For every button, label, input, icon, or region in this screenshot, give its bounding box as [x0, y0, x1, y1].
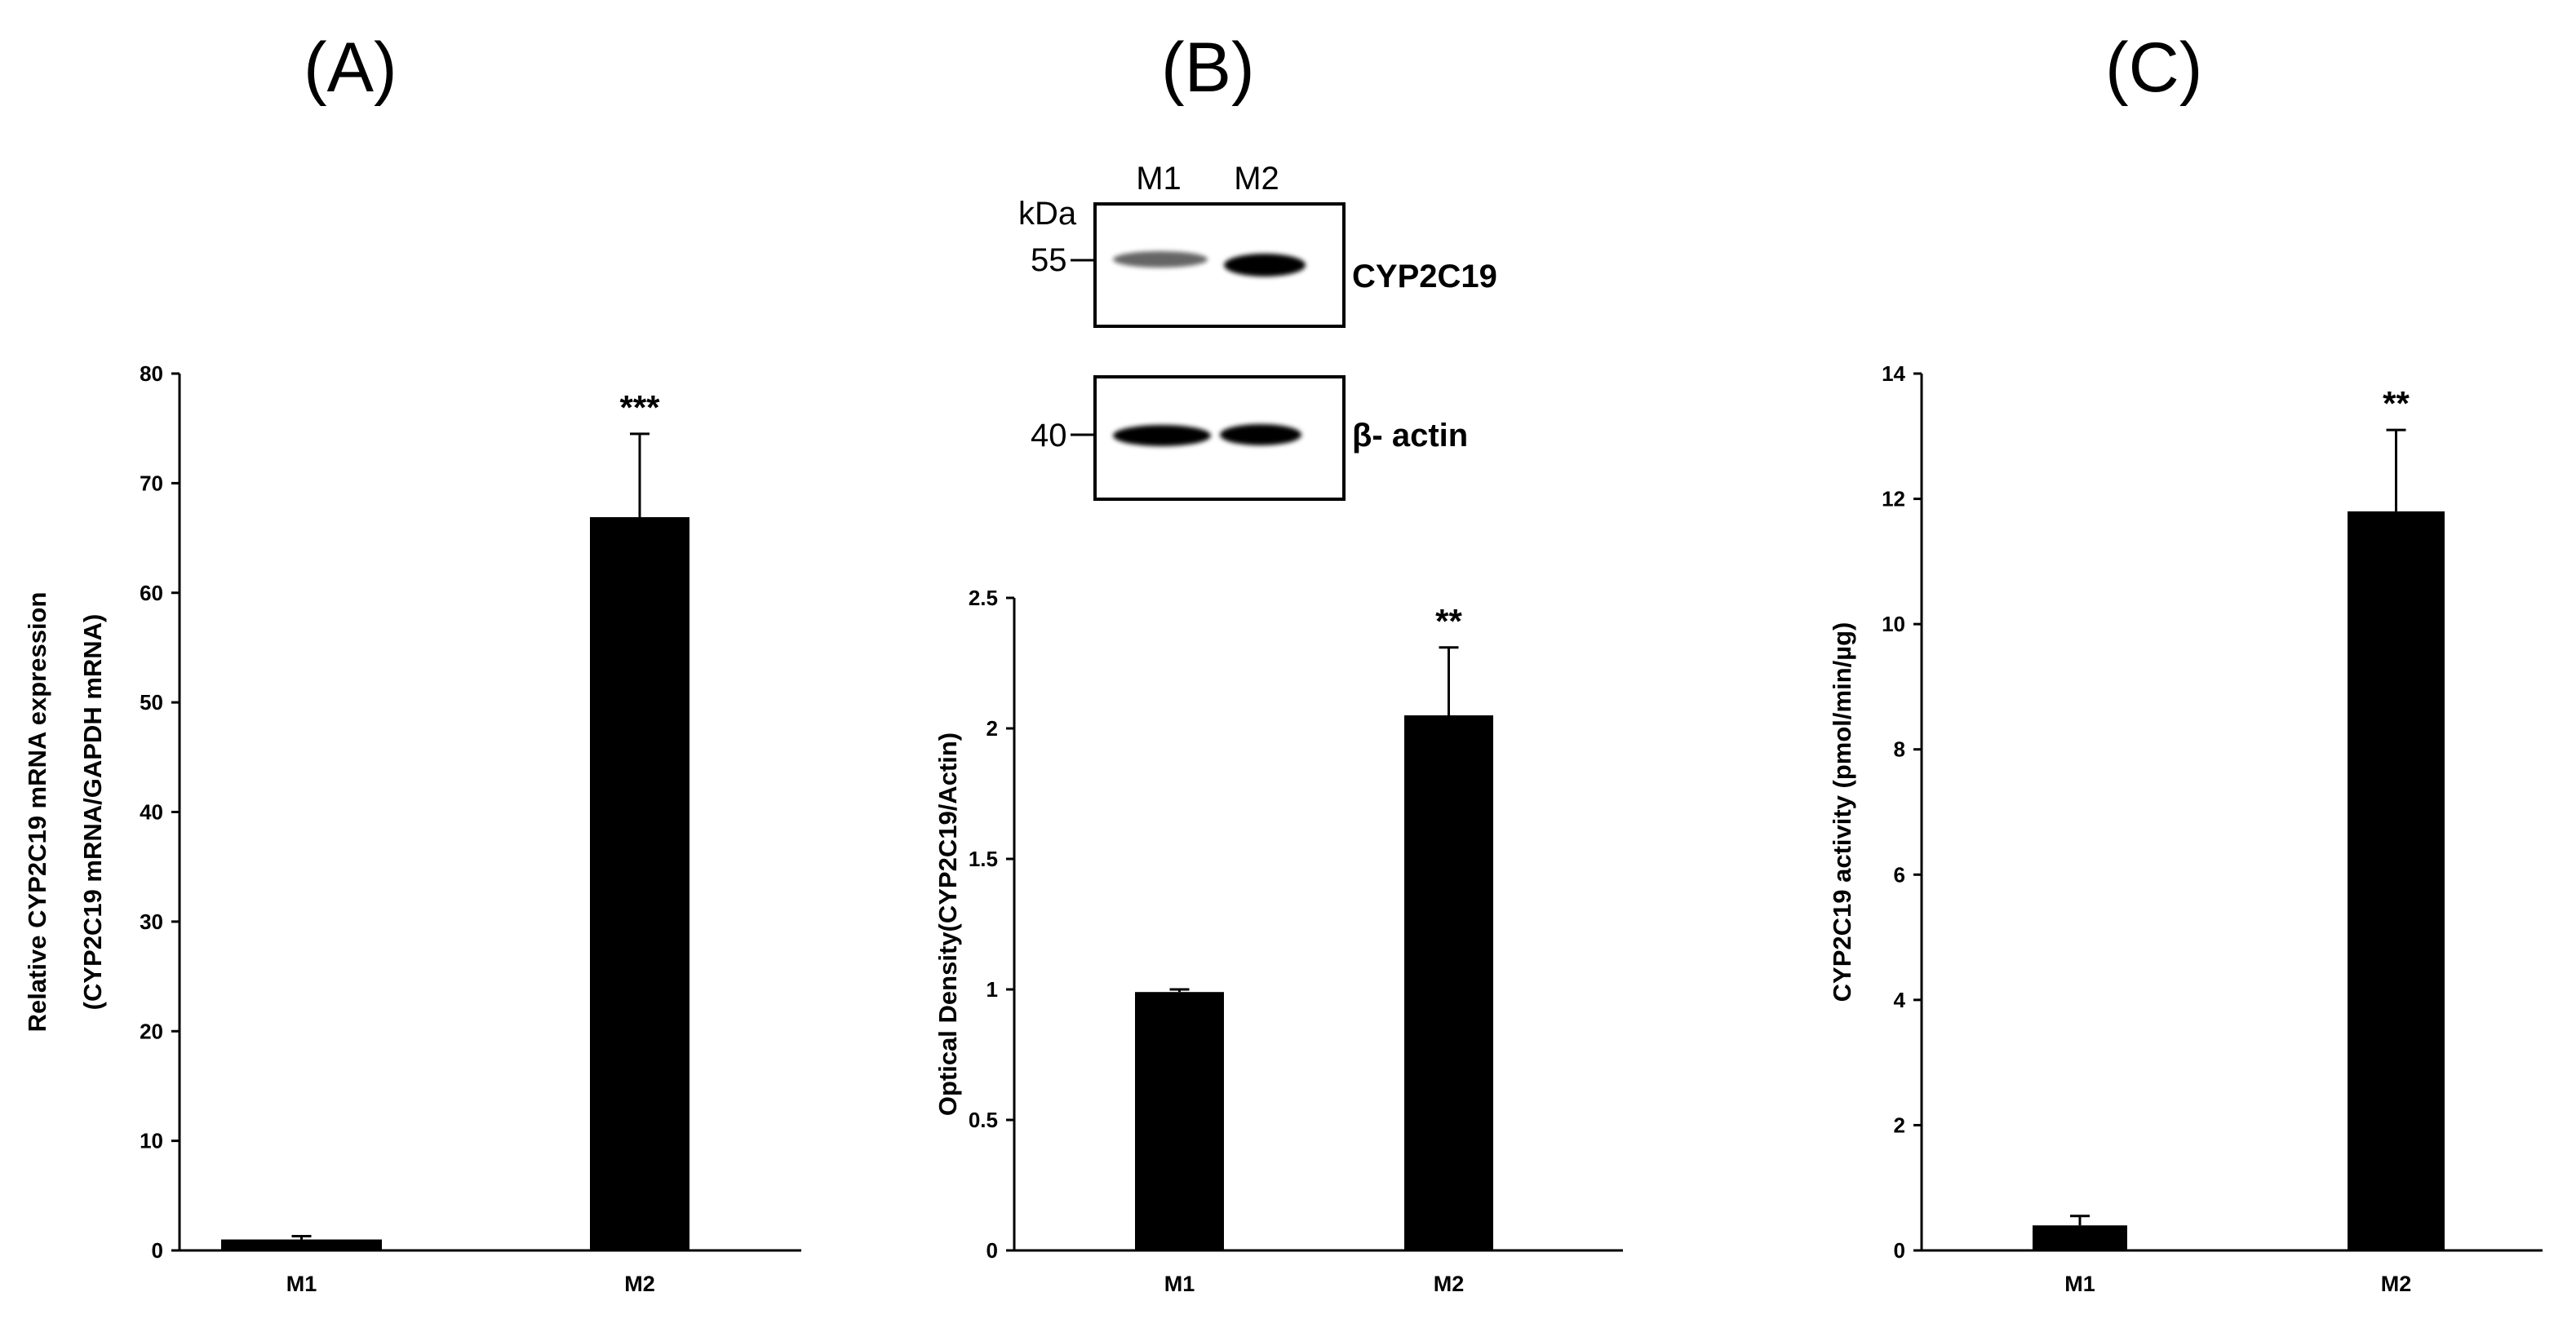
y-tick-label: 6 [1894, 862, 1905, 887]
x-category-label: M1 [2064, 1272, 2095, 1296]
blot-band-cyp2c19-m1 [1113, 251, 1208, 268]
x-category-label: M2 [2381, 1272, 2412, 1296]
significance-marker: ** [2383, 384, 2410, 423]
y-tick-label: 0 [987, 1238, 998, 1263]
y-tick-label: 20 [140, 1019, 163, 1043]
bar-m1 [2033, 1225, 2127, 1250]
panel-label-b: (B) [1161, 29, 1255, 107]
y-axis-label: CYP2C19 activity (pmol/min/µg) [1828, 622, 1856, 1002]
y-axis-label: Optical Density(CYP2C19/Actin) [933, 732, 962, 1116]
bar-chart-c: 0 2 4 6 8 10 12 14 M1 ** M2 CYP2C19 activity (pmol/… [1828, 361, 2543, 1296]
blot-protein-cyp2c19: CYP2C19 [1352, 259, 1497, 294]
bar-chart-b: 0 0.5 1 1.5 2 2.5 M1 ** M2 Optical Density(CYP2C1… [933, 586, 1623, 1296]
blot-marker-55: 55 [1031, 242, 1067, 278]
panel-label-a: (A) [304, 29, 397, 107]
y-tick-label: 1 [987, 977, 998, 1002]
bar-chart-a: 0 10 20 30 40 50 60 70 80 M1 *** M2 Relative CYP2C19… [23, 361, 801, 1296]
bar-m1 [221, 1239, 382, 1250]
y-axis-label: (CYP2C19 mRNA/GAPDH mRNA) [78, 614, 107, 1011]
significance-marker: *** [619, 388, 660, 427]
blot-protein-actin: β- actin [1352, 418, 1468, 454]
western-blot: M1 M2 kDa 55 CYP2C19 40 β- actin [1018, 161, 1497, 501]
y-tick-label: 12 [1882, 487, 1905, 511]
x-category-label: M1 [1164, 1272, 1195, 1296]
blot-band-actin-m2 [1220, 424, 1301, 445]
y-tick-label: 14 [1882, 361, 1905, 386]
y-tick-label: 0 [152, 1238, 163, 1263]
significance-marker: ** [1435, 602, 1462, 640]
bar-m2 [1404, 715, 1493, 1250]
y-tick-label: 2.5 [969, 586, 998, 610]
bar-m1 [1135, 992, 1224, 1250]
y-tick-label: 2 [987, 716, 998, 741]
y-tick-label: 50 [140, 690, 163, 715]
blot-band-actin-m1 [1113, 425, 1211, 446]
y-tick-label: 8 [1894, 737, 1905, 762]
y-tick-label: 80 [140, 361, 163, 386]
panel-label-c: (C) [2105, 29, 2203, 107]
y-tick-label: 0.5 [969, 1108, 998, 1132]
y-tick-label: 0 [1894, 1238, 1905, 1263]
blot-lane-label-m1: M1 [1136, 161, 1182, 197]
y-tick-label: 10 [140, 1129, 163, 1153]
y-tick-label: 4 [1894, 988, 1906, 1012]
y-axis-label: Relative CYP2C19 mRNA expression [23, 592, 51, 1033]
bar-m2 [2348, 511, 2445, 1250]
blot-lane-label-m2: M2 [1234, 161, 1279, 197]
y-tick-label: 1.5 [969, 847, 998, 871]
x-category-label: M2 [624, 1272, 655, 1296]
y-tick-label: 30 [140, 909, 163, 934]
y-tick-label: 60 [140, 581, 163, 605]
blot-band-cyp2c19-m2 [1224, 254, 1306, 277]
blot-kda-unit: kDa [1018, 196, 1077, 232]
blot-marker-40: 40 [1031, 418, 1067, 454]
y-tick-label: 10 [1882, 612, 1905, 636]
y-tick-label: 2 [1894, 1113, 1905, 1137]
x-category-label: M2 [1434, 1272, 1465, 1296]
y-tick-label: 70 [140, 471, 163, 495]
x-category-label: M1 [286, 1272, 317, 1296]
y-tick-label: 40 [140, 800, 163, 825]
bar-m2 [590, 517, 689, 1250]
